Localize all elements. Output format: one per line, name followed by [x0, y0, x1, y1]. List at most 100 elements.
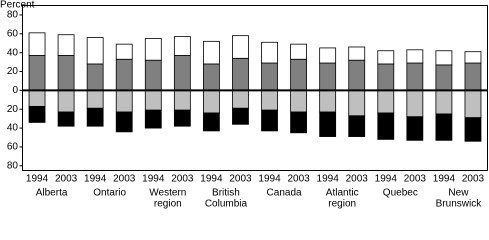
- bar-segment: [28, 105, 46, 123]
- bar-segment: [232, 35, 249, 59]
- bar-segment: [406, 49, 424, 64]
- bar-segment: [377, 63, 395, 91]
- x-tick-label: 2003: [404, 174, 427, 185]
- y-tick-label: 60: [7, 142, 19, 153]
- x-tick-label: 1994: [142, 174, 165, 185]
- y-tick-label: 40: [7, 47, 19, 58]
- bar-segment: [115, 43, 133, 60]
- bar-segment: [115, 89, 133, 113]
- bar-segment: [319, 47, 337, 64]
- y-tick-label: 80: [7, 160, 19, 171]
- bar-segment: [377, 112, 395, 140]
- chart: Percent 80 60 40 20 0 20 40 60 80 1994 2003 1994 200…: [0, 0, 488, 210]
- bar-segment: [377, 89, 395, 114]
- x-tick-label: 2003: [462, 174, 485, 185]
- y-tick-label: 20: [7, 66, 19, 77]
- group-label: British: [212, 188, 240, 199]
- bar-segment: [377, 50, 395, 65]
- bar-segment: [28, 55, 46, 91]
- group-label: Atlantic: [326, 188, 359, 199]
- x-tick-label: 1994: [84, 174, 107, 185]
- bar-segment: [232, 107, 249, 125]
- bar-segment: [86, 107, 104, 127]
- bar-segment: [57, 34, 75, 56]
- bar-segment: [406, 116, 424, 141]
- x-tick-label: 1994: [317, 174, 340, 185]
- bar-segment: [261, 62, 278, 91]
- bar-segment: [261, 89, 278, 111]
- group-label: Canada: [267, 188, 302, 199]
- bar-segment: [57, 111, 75, 127]
- bar-segment: [435, 64, 453, 91]
- bar-segment: [57, 89, 75, 113]
- bar-segment: [173, 109, 191, 127]
- bar-segment: [173, 89, 191, 111]
- group-label: Brunswick: [436, 199, 483, 210]
- x-tick-label: 1994: [200, 174, 223, 185]
- group-label: Quebec: [383, 188, 418, 199]
- bar-segment: [173, 36, 191, 56]
- bar-segment: [232, 89, 249, 109]
- bar-segment: [86, 63, 104, 91]
- x-tick-label: 1994: [375, 174, 398, 185]
- x-tick-label: 2003: [287, 174, 310, 185]
- bar-segment: [290, 58, 307, 91]
- x-tick-label: 2003: [346, 174, 369, 185]
- bar-segment: [232, 57, 249, 91]
- bar-segment: [144, 38, 162, 61]
- bar-segment: [28, 89, 46, 107]
- bar-segment: [115, 111, 133, 133]
- bar-segment: [144, 59, 162, 91]
- group-label: Ontario: [93, 188, 126, 199]
- bar-segment: [261, 41, 278, 64]
- bar-segment: [203, 112, 220, 132]
- bar-segment: [290, 111, 307, 134]
- bar-segment: [57, 55, 75, 91]
- bar-segment: [86, 89, 104, 109]
- bar-segment: [348, 46, 366, 61]
- group-label: Western: [149, 188, 186, 199]
- bar-segment: [464, 117, 482, 142]
- bar-segment: [406, 62, 424, 91]
- group-label: region: [328, 199, 356, 210]
- bar-segment: [319, 111, 337, 137]
- x-tick-label: 2003: [55, 174, 78, 185]
- bar-segment: [173, 55, 191, 91]
- group-label: region: [154, 199, 182, 210]
- x-tick-label: 1994: [433, 174, 456, 185]
- bar-segment: [144, 89, 162, 111]
- bar-segment: [86, 37, 104, 65]
- bar-segment: [319, 62, 337, 91]
- group-label: Columbia: [205, 199, 248, 210]
- x-tick-label: 1994: [26, 174, 49, 185]
- y-tick-label: 20: [7, 104, 19, 115]
- x-tick-label: 1994: [258, 174, 281, 185]
- bar-segment: [464, 62, 482, 91]
- bar-segment: [319, 89, 337, 113]
- bar-segment: [464, 89, 482, 119]
- bar-segment: [290, 89, 307, 113]
- bar-segment: [435, 113, 453, 141]
- bar-segment: [435, 89, 453, 115]
- plot-frame: [22, 5, 488, 171]
- bar-segment: [203, 63, 220, 91]
- y-axis-label: Percent: [0, 0, 35, 11]
- bar-segment: [144, 109, 162, 129]
- bar-segment: [203, 89, 220, 114]
- x-tick-label: 2003: [229, 174, 252, 185]
- bar-segment: [348, 89, 366, 117]
- x-tick-label: 2003: [113, 174, 136, 185]
- group-label: New: [448, 188, 469, 199]
- bar-segment: [28, 32, 46, 56]
- y-tick-label: 40: [7, 123, 19, 134]
- bar-segment: [406, 89, 424, 118]
- bar-segment: [435, 50, 453, 66]
- bar-segment: [203, 40, 220, 65]
- y-tick-label: 60: [7, 28, 19, 39]
- bar-segment: [348, 59, 366, 91]
- bar-segment: [115, 58, 133, 91]
- y-tick-label: 80: [7, 10, 19, 21]
- y-tick-label: 0: [12, 85, 18, 96]
- x-tick-label: 2003: [171, 174, 194, 185]
- bar-segment: [261, 109, 278, 132]
